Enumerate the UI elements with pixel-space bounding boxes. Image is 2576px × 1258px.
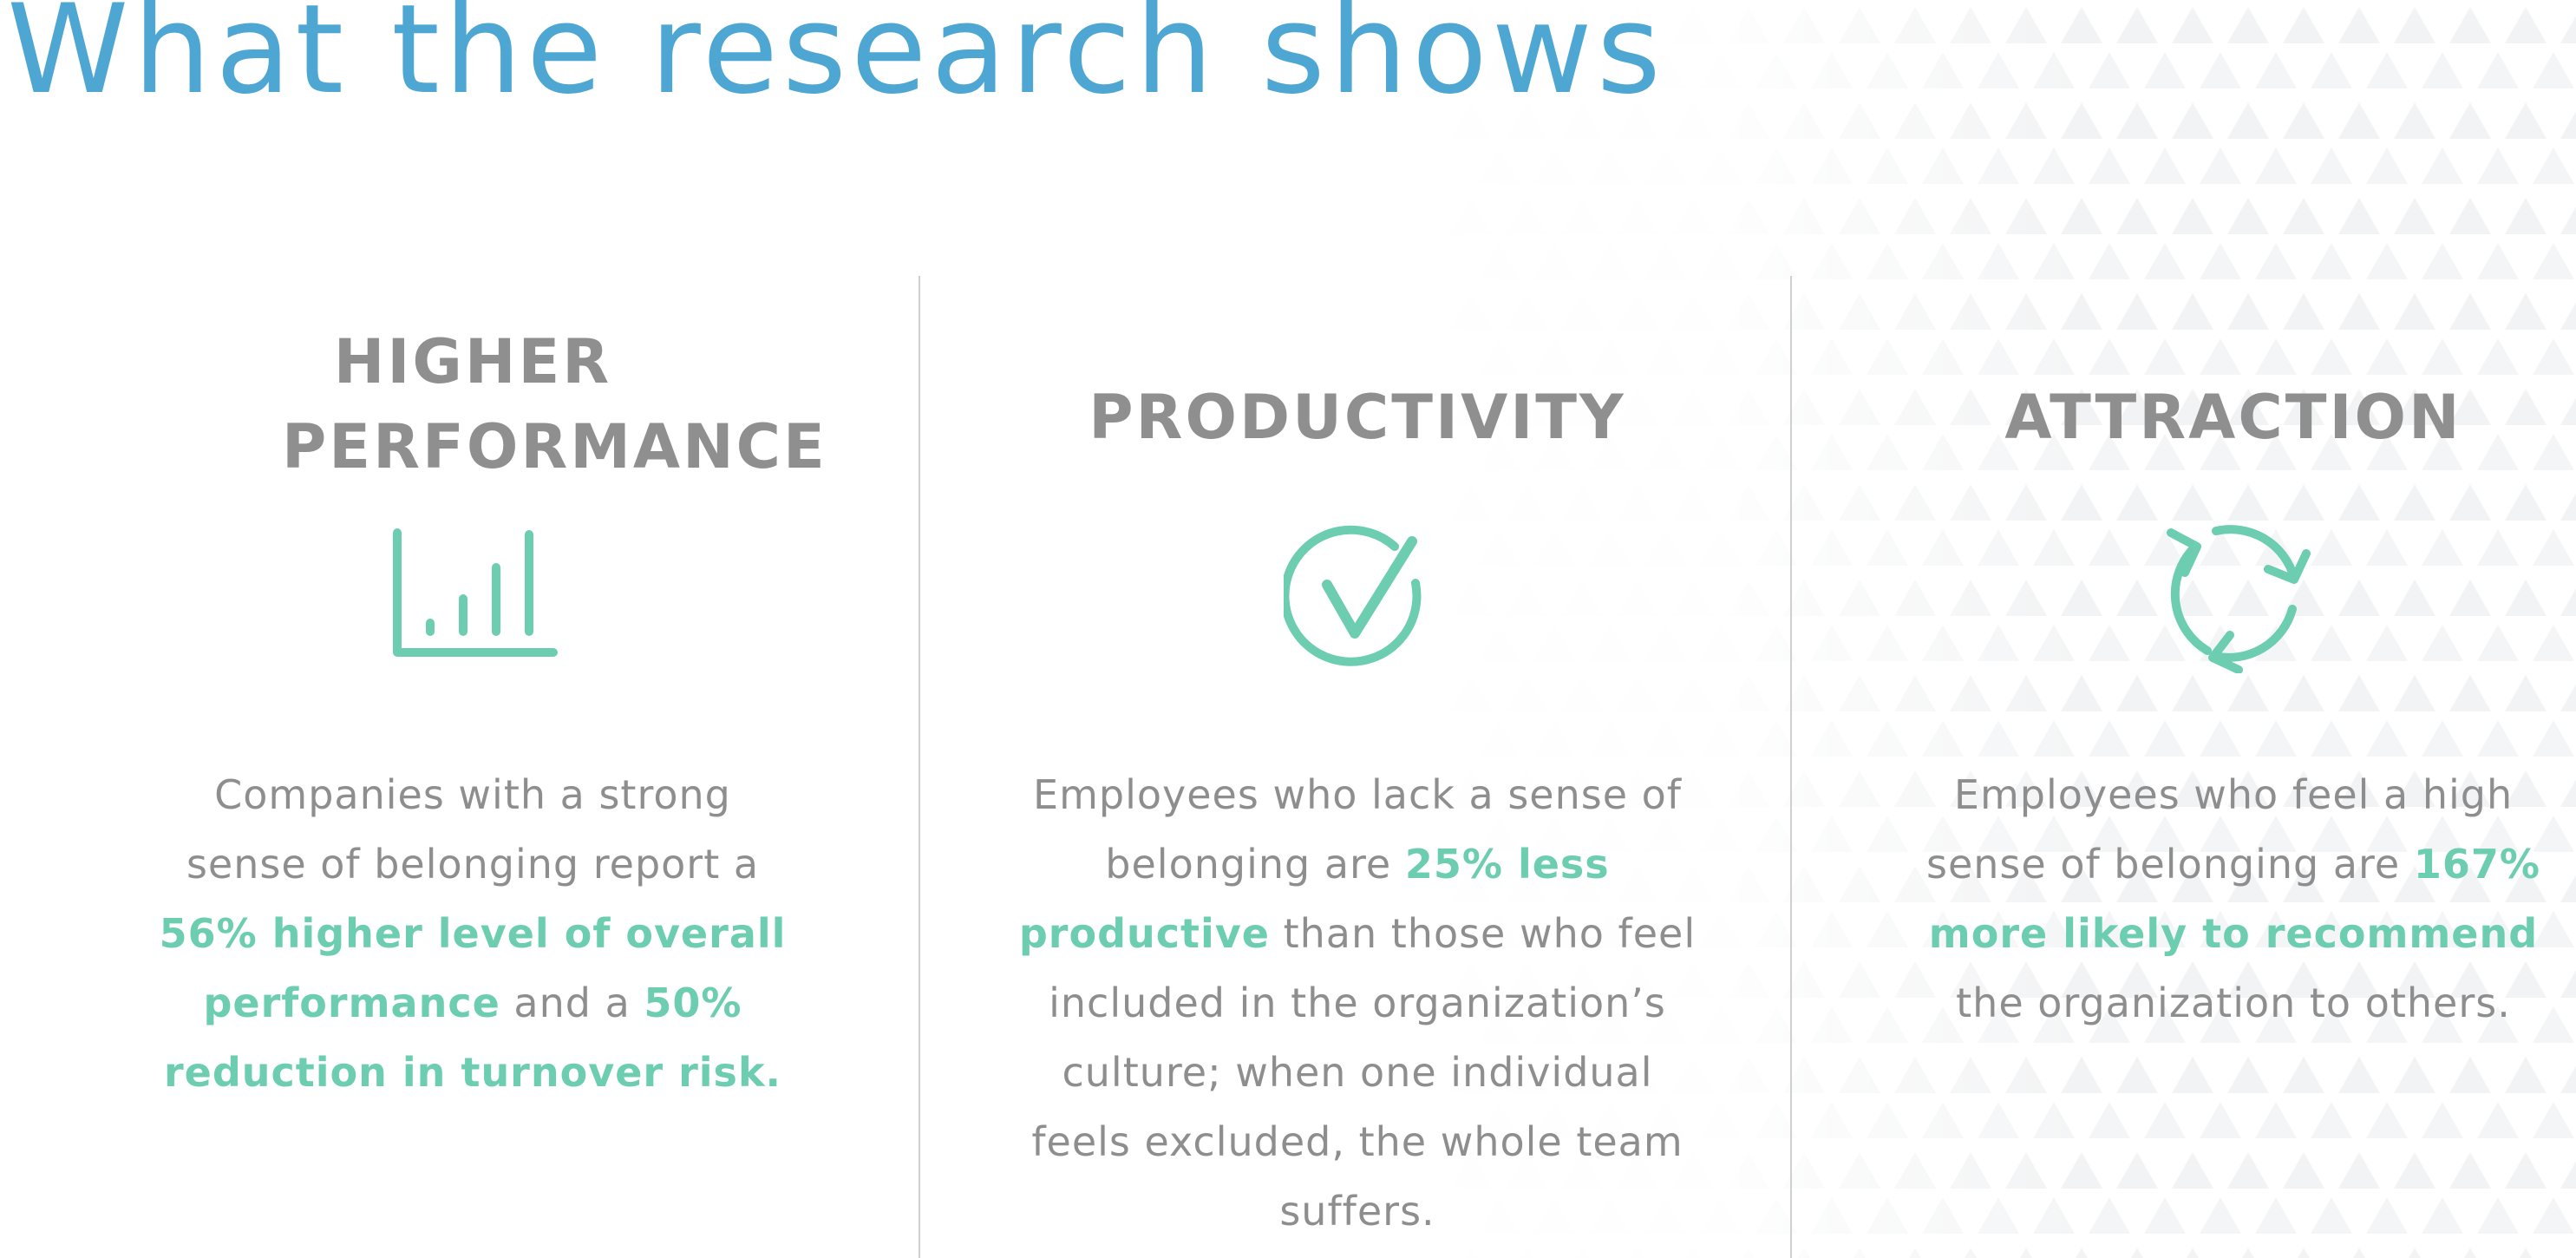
column-heading: PRODUCTIVITY [1089, 382, 1626, 453]
text-segment: the organization to others. [1956, 980, 2511, 1026]
text-segment: Employees who lack a sense of belonging … [1033, 771, 1682, 888]
column-description: Employees who lack a sense of belonging … [1015, 760, 1700, 1246]
column-divider-right [1790, 276, 1792, 1258]
bar-chart-icon [393, 528, 558, 657]
column-description: Companies with a strong sense of belongi… [156, 760, 789, 1107]
text-segment: and a [500, 980, 644, 1026]
refresh-cycle-icon [2167, 525, 2311, 673]
column-divider-left [919, 276, 920, 1258]
column-heading: ATTRACTION [2004, 382, 2462, 453]
text-segment: Employees who feel a high sense of belon… [1926, 771, 2514, 888]
highlight-stat: 50% reduction in turnover risk. [163, 980, 782, 1096]
column-description: Employees who feel a high sense of belon… [1891, 760, 2576, 1038]
page-title: What the research shows [7, 0, 1665, 121]
text-segment: Companies with a strong sense of belongi… [186, 771, 760, 888]
highlight-stat: 25% less productive [1018, 841, 1610, 957]
check-circle-icon [1284, 525, 1422, 666]
text-segment: than those who feel included in the orga… [1031, 910, 1697, 1235]
column-heading: HIGHER PERFORMANCE [282, 326, 827, 482]
highlight-stat: 167% more likely to recommend [1928, 841, 2540, 957]
highlight-stat: 56% higher level of overall performance [159, 910, 787, 1026]
